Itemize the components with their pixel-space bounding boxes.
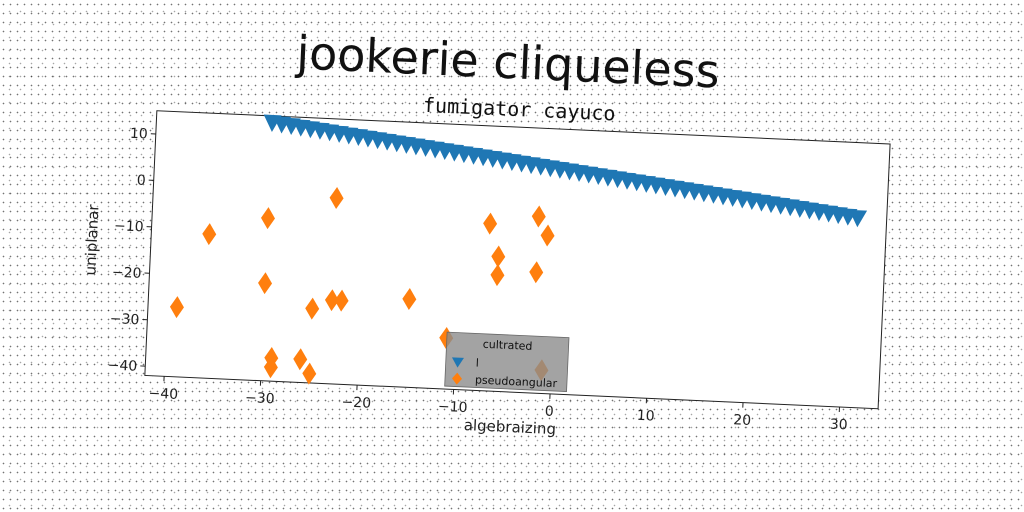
point-pseudoangular-9 — [329, 187, 344, 209]
legend-marker-pseudoangular — [452, 372, 463, 385]
point-pseudoangular-14 — [483, 212, 498, 235]
point-pseudoangular-15 — [491, 245, 506, 268]
point-pseudoangular-11 — [334, 289, 349, 312]
y-tick-label--40: −40 — [107, 357, 137, 374]
x-tick-label--30: −30 — [245, 390, 275, 407]
point-pseudoangular-10 — [324, 289, 339, 312]
plot-group: fumigator cayuco −40 −30 −20 −10 0 10 20 30100−… — [81, 93, 891, 438]
point-pseudoangular-3 — [258, 272, 273, 295]
axis-ticks: −40 −30 −20 −10 0 10 20 30 10 0 −10 −20 −30 −40 — [107, 126, 848, 434]
legend-marker-l — [451, 357, 464, 368]
chart-marks — [169, 114, 868, 385]
x-tick-label--40: −40 — [148, 386, 178, 403]
y-tick-label-0: 0 — [136, 173, 146, 189]
point-pseudoangular-5 — [263, 356, 278, 379]
point-pseudoangular-8 — [305, 297, 320, 320]
chart-title: jookerie cliqueless — [294, 25, 721, 98]
y-axis-label: uniplanar — [81, 203, 102, 276]
y-tick-label--20: −20 — [112, 265, 142, 282]
y-tick-label--10: −10 — [114, 218, 144, 235]
point-pseudoangular-17 — [531, 205, 546, 228]
legend-title: cultrated — [482, 338, 532, 353]
legend-box — [444, 331, 570, 393]
point-pseudoangular-16 — [490, 264, 505, 287]
point-pseudoangular-2 — [261, 207, 275, 230]
x-tick-label-0: 0 — [544, 404, 554, 420]
x-tick-label--20: −20 — [341, 394, 371, 411]
legend: cultrated l pseudoangular — [444, 331, 570, 393]
x-tick-label--10: −10 — [438, 399, 468, 416]
y-tick-label-10: 10 — [130, 126, 149, 143]
point-pseudoangular-12 — [402, 288, 417, 311]
chart-subtitle: fumigator cayuco — [423, 93, 617, 126]
point-pseudoangular-7 — [302, 362, 317, 385]
point-pseudoangular-1 — [202, 223, 217, 246]
x-axis-label: algebraizing — [463, 416, 556, 438]
x-tick-label-10: 10 — [636, 408, 655, 425]
point-pseudoangular-6 — [293, 348, 308, 371]
y-tick-label--30: −30 — [109, 311, 139, 328]
point-pseudoangular-0 — [169, 296, 184, 319]
point-pseudoangular-20 — [540, 224, 555, 247]
point-l-61 — [849, 209, 868, 228]
x-tick-label-20: 20 — [733, 412, 752, 429]
legend-entry-pseudoangular: pseudoangular — [475, 373, 558, 390]
point-pseudoangular-18 — [529, 261, 544, 284]
x-tick-label-30: 30 — [829, 417, 848, 434]
legend-entry-l: l — [475, 356, 479, 369]
